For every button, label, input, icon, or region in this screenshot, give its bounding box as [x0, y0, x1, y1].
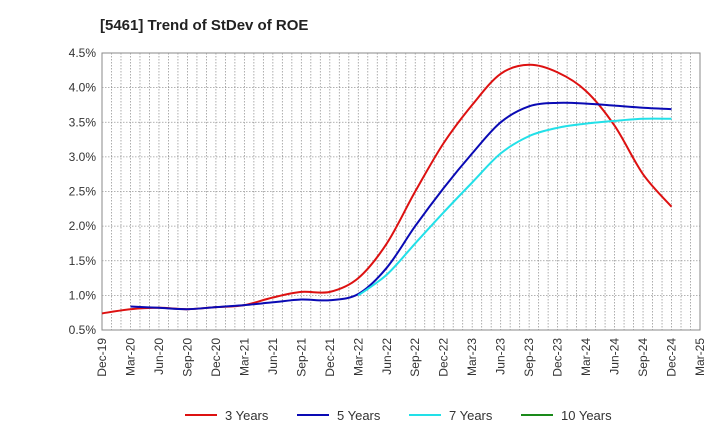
y-tick-label: 1.5%	[69, 254, 97, 268]
y-tick-label: 0.5%	[69, 323, 97, 337]
x-tick-label: Jun-24	[608, 338, 622, 375]
x-tick-label: Dec-24	[665, 338, 679, 377]
legend-label: 5 Years	[337, 408, 381, 423]
x-tick-label: Dec-22	[437, 338, 451, 377]
x-tick-label: Sep-23	[522, 338, 536, 377]
x-tick-label: Dec-23	[551, 338, 565, 377]
x-tick-label: Dec-19	[95, 338, 109, 377]
x-tick-label: Jun-23	[494, 338, 508, 375]
x-tick-label: Mar-23	[465, 338, 479, 376]
y-tick-label: 1.0%	[69, 288, 97, 302]
y-tick-label: 3.5%	[69, 115, 97, 129]
x-tick-label: Dec-21	[323, 338, 337, 377]
legend-label: 7 Years	[449, 408, 493, 423]
y-tick-label: 2.0%	[69, 219, 97, 233]
series-line-5-years	[130, 101, 672, 311]
axes: 0.5% 1.0% 1.5% 2.0% 2.5% 3.0% 3.5% 4.0% 4.5% Dec-…	[69, 46, 707, 377]
x-tick-label: Mar-24	[579, 338, 593, 376]
y-tick-label: 2.5%	[69, 185, 97, 199]
x-tick-label: Jun-21	[266, 338, 280, 375]
legend-label: 10 Years	[561, 408, 612, 423]
legend-label: 3 Years	[225, 408, 269, 423]
y-tick-label: 3.0%	[69, 150, 97, 164]
x-tick-label: Mar-25	[693, 338, 707, 376]
x-tick-label: Mar-20	[123, 338, 137, 376]
x-tick-label: Sep-20	[180, 338, 194, 377]
x-tick-label: Dec-20	[209, 338, 223, 377]
legend: 3 Years 5 Years 7 Years 10 Years	[185, 408, 612, 423]
x-tick-label: Sep-21	[294, 338, 308, 377]
chart-title: [5461] Trend of StDev of ROE	[100, 17, 308, 34]
x-tick-label: Sep-24	[636, 338, 650, 377]
series-line-7-years	[357, 117, 672, 297]
y-tick-label: 4.0%	[69, 81, 97, 95]
y-tick-label: 4.5%	[69, 46, 97, 60]
x-tick-label: Mar-21	[237, 338, 251, 376]
grid	[101, 52, 701, 331]
x-tick-label: Jun-20	[152, 338, 166, 375]
x-tick-label: Mar-22	[351, 338, 365, 376]
x-tick-label: Sep-22	[408, 338, 422, 377]
x-tick-label: Jun-22	[380, 338, 394, 375]
series-lines	[101, 63, 673, 315]
